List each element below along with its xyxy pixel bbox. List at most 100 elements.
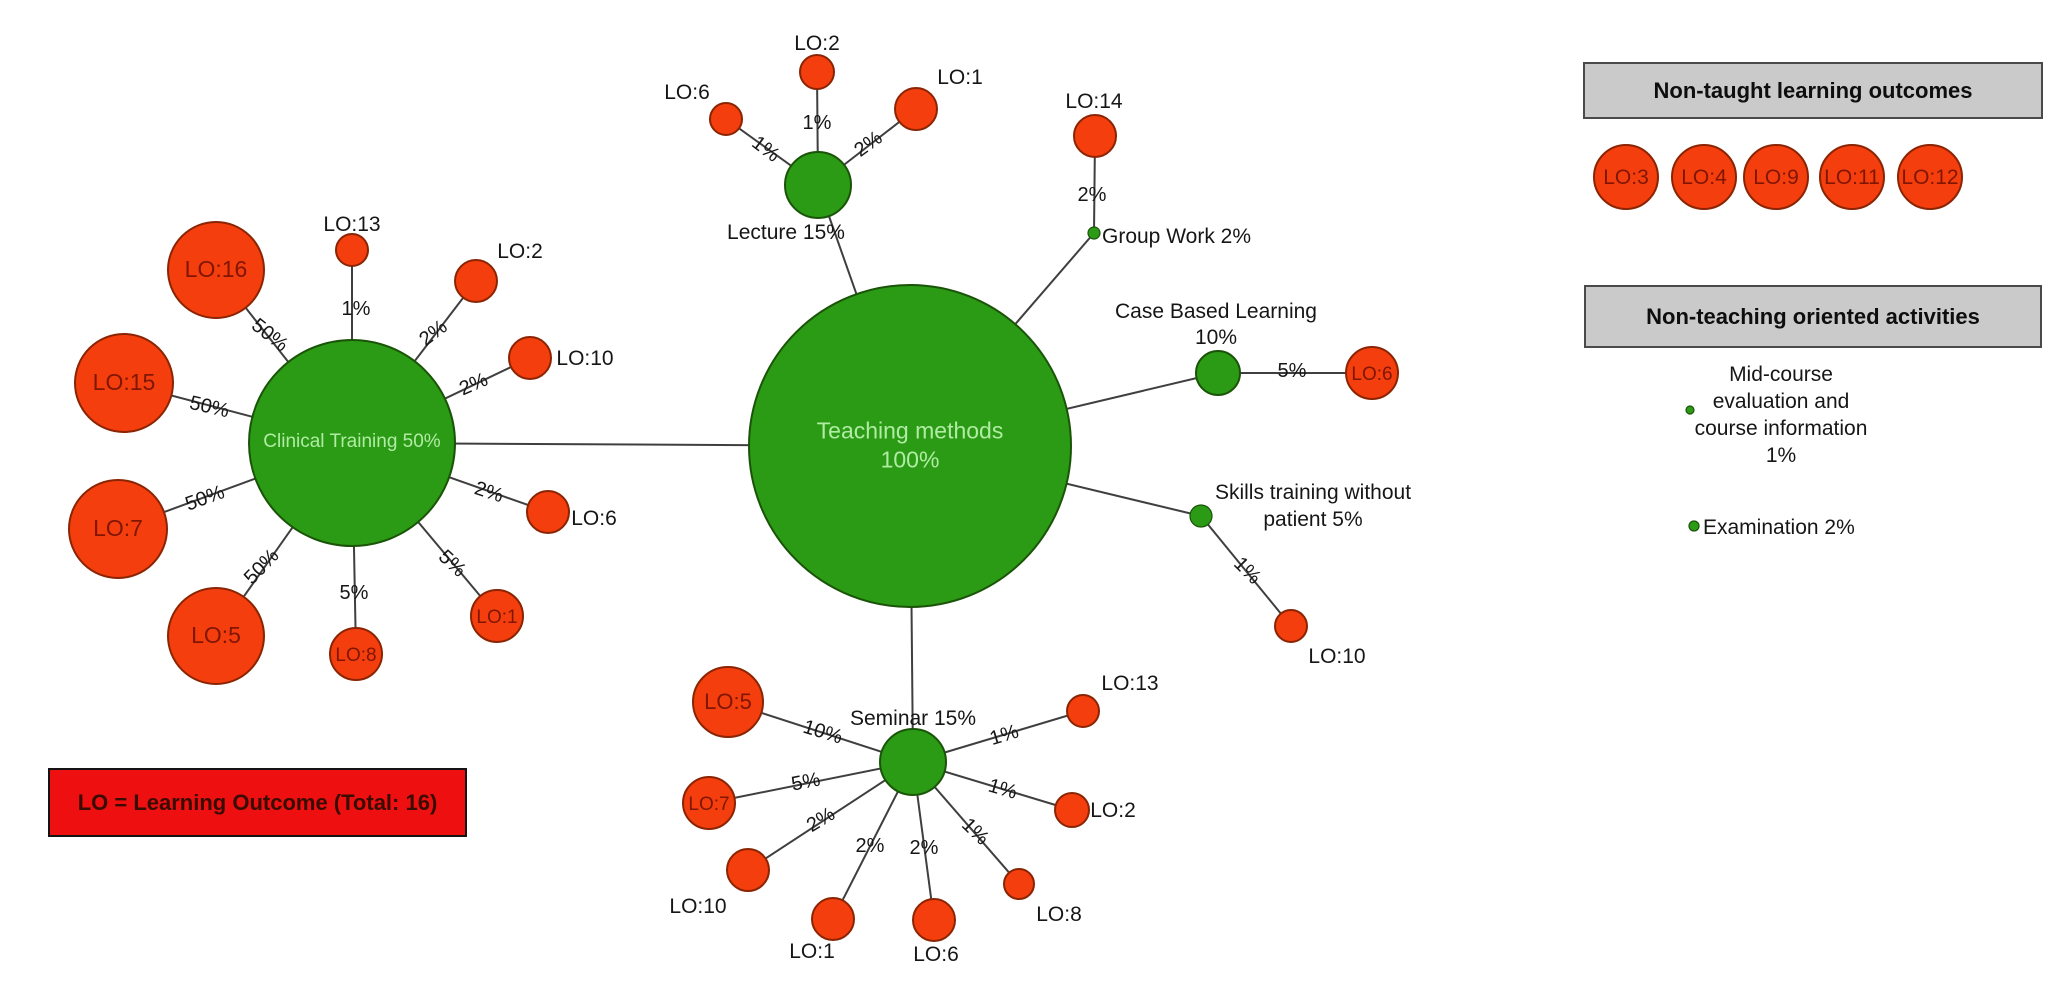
- node-seminar-lo5: [692, 666, 764, 738]
- node-lecture-lo1: [894, 87, 938, 131]
- node-cbl-lo6: [1345, 346, 1399, 400]
- edge-percent-label: 2%: [472, 477, 506, 507]
- node-label-seminar-lo6: LO:6: [913, 943, 959, 966]
- node-label-nt-lo4: LO:4: [1681, 166, 1727, 189]
- node-lecture: [784, 151, 852, 219]
- node-label-cbl-lo6: LO:6: [1351, 364, 1392, 385]
- node-case-based-learning: [1195, 350, 1241, 396]
- node-teaching-methods: [748, 284, 1072, 608]
- node-label-nt-lo9: LO:9: [1753, 166, 1799, 189]
- edge-percent-label: 2%: [1078, 184, 1107, 206]
- activity-label: Examination 2%: [1703, 516, 1855, 539]
- edge-percent-label: 1%: [342, 298, 371, 320]
- legend-note: LO = Learning Outcome (Total: 16): [48, 768, 467, 837]
- node-label-clinical-lo10: LO:10: [556, 347, 613, 370]
- node-label-seminar-lo5: LO:5: [704, 689, 752, 714]
- edge-percent-label: 2%: [456, 369, 491, 401]
- node-group-work: [1087, 226, 1101, 240]
- node-skills-training: [1189, 504, 1213, 528]
- node-seminar-lo7: [682, 776, 736, 830]
- node-lecture-lo2: [799, 54, 835, 90]
- node-label-skills-training: Skills training without: [1215, 481, 1411, 504]
- labels-layer: 50%1%2%2%50%2%50%50%5%5%1%1%2%2%5%1%10%5…: [93, 32, 1959, 966]
- node-nt-lo9: [1743, 144, 1809, 210]
- node-clinical-lo10: [508, 336, 552, 380]
- node-label-skills-lo10: LO:10: [1308, 645, 1365, 668]
- node-label-seminar-lo10: LO:10: [669, 895, 726, 918]
- edge-percent-label: 1%: [986, 775, 1020, 804]
- node-nt-lo3: [1593, 144, 1659, 210]
- node-clinical-lo16: [167, 221, 265, 319]
- non-teaching-activities-header: Non-teaching oriented activities: [1584, 285, 2042, 348]
- node-skills-lo10: [1274, 609, 1308, 643]
- edge-percent-label: 50%: [182, 481, 227, 515]
- edge-percent-label: 5%: [340, 582, 369, 604]
- node-label-lecture-lo1: LO:1: [937, 66, 983, 89]
- node-label-case-based-learning: Case Based Learning: [1115, 300, 1317, 323]
- activity-label: Mid-course: [1729, 363, 1833, 386]
- node-label-nt-lo12: LO:12: [1901, 166, 1958, 189]
- node-label-teaching-methods: 100%: [881, 447, 940, 473]
- node-clinical-lo8: [329, 627, 383, 681]
- node-clinical-lo6: [526, 490, 570, 534]
- node-label-seminar-lo7: LO:7: [688, 794, 729, 815]
- node-clinical-lo15: [74, 333, 174, 433]
- node-label-seminar-lo8: LO:8: [1036, 903, 1082, 926]
- node-seminar-lo2: [1054, 792, 1090, 828]
- node-clinical-lo7: [68, 479, 168, 579]
- node-label-group-work-lo14: LO:14: [1065, 90, 1123, 113]
- node-lecture-lo6: [709, 102, 743, 136]
- node-nt-lo4: [1671, 144, 1737, 210]
- node-seminar-lo10: [726, 848, 770, 892]
- node-label-lecture: Lecture 15%: [727, 221, 845, 244]
- edge-percent-label: 2%: [910, 837, 939, 859]
- activity-dot: [1685, 405, 1695, 415]
- activity-label: course information: [1695, 417, 1868, 440]
- edge-percent-label: 2%: [856, 835, 885, 857]
- node-seminar: [879, 728, 947, 796]
- node-label-nt-lo11: LO:11: [1824, 166, 1880, 189]
- edge-percent-label: 50%: [247, 314, 292, 356]
- activity-label: 1%: [1766, 444, 1796, 467]
- node-seminar-lo8: [1003, 868, 1035, 900]
- node-nt-lo11: [1819, 144, 1885, 210]
- edge-percent-label: 1%: [803, 112, 832, 134]
- node-label-clinical-lo5: LO:5: [191, 622, 241, 648]
- node-seminar-lo1: [811, 897, 855, 941]
- node-label-case-based-learning: 10%: [1195, 326, 1237, 349]
- node-label-group-work: Group Work 2%: [1102, 225, 1251, 248]
- node-clinical-training: [248, 339, 456, 547]
- edge-seminar-seminar-lo7: [708, 761, 914, 804]
- node-label-clinical-lo1: LO:1: [476, 607, 517, 628]
- node-label-clinical-lo8: LO:8: [335, 645, 376, 666]
- edge-percent-label: 50%: [240, 545, 284, 589]
- node-group-work-lo14: [1073, 114, 1117, 158]
- non-taught-outcomes-header: Non-taught learning outcomes: [1583, 62, 2043, 119]
- node-clinical-lo1: [470, 589, 524, 643]
- node-label-seminar-lo13: LO:13: [1101, 672, 1158, 695]
- node-label-teaching-methods: Teaching methods: [817, 418, 1004, 444]
- node-label-seminar-lo2: LO:2: [1090, 799, 1136, 822]
- edge-skills-training-skills-lo10: [1200, 515, 1292, 627]
- node-clinical-lo13: [335, 233, 369, 267]
- node-clinical-lo5: [167, 587, 265, 685]
- node-label-lecture-lo2: LO:2: [794, 32, 840, 55]
- node-seminar-lo6: [912, 898, 956, 942]
- node-label-clinical-lo6: LO:6: [571, 507, 617, 530]
- activity-label: evaluation and: [1713, 390, 1850, 413]
- node-label-clinical-lo2: LO:2: [497, 240, 543, 263]
- node-label-clinical-lo13: LO:13: [323, 213, 380, 236]
- node-label-seminar-lo1: LO:1: [789, 940, 835, 963]
- edge-percent-label: 1%: [747, 132, 783, 167]
- node-label-clinical-training: Clinical Training 50%: [263, 431, 441, 452]
- node-label-clinical-lo7: LO:7: [93, 515, 143, 541]
- nodes-layer: [68, 54, 1963, 942]
- edge-percent-label: 5%: [790, 769, 823, 796]
- node-label-lecture-lo6: LO:6: [664, 81, 710, 104]
- node-label-clinical-lo15: LO:15: [93, 369, 156, 395]
- node-label-nt-lo3: LO:3: [1603, 166, 1649, 189]
- node-label-seminar: Seminar 15%: [850, 707, 976, 730]
- node-clinical-lo2: [454, 259, 498, 303]
